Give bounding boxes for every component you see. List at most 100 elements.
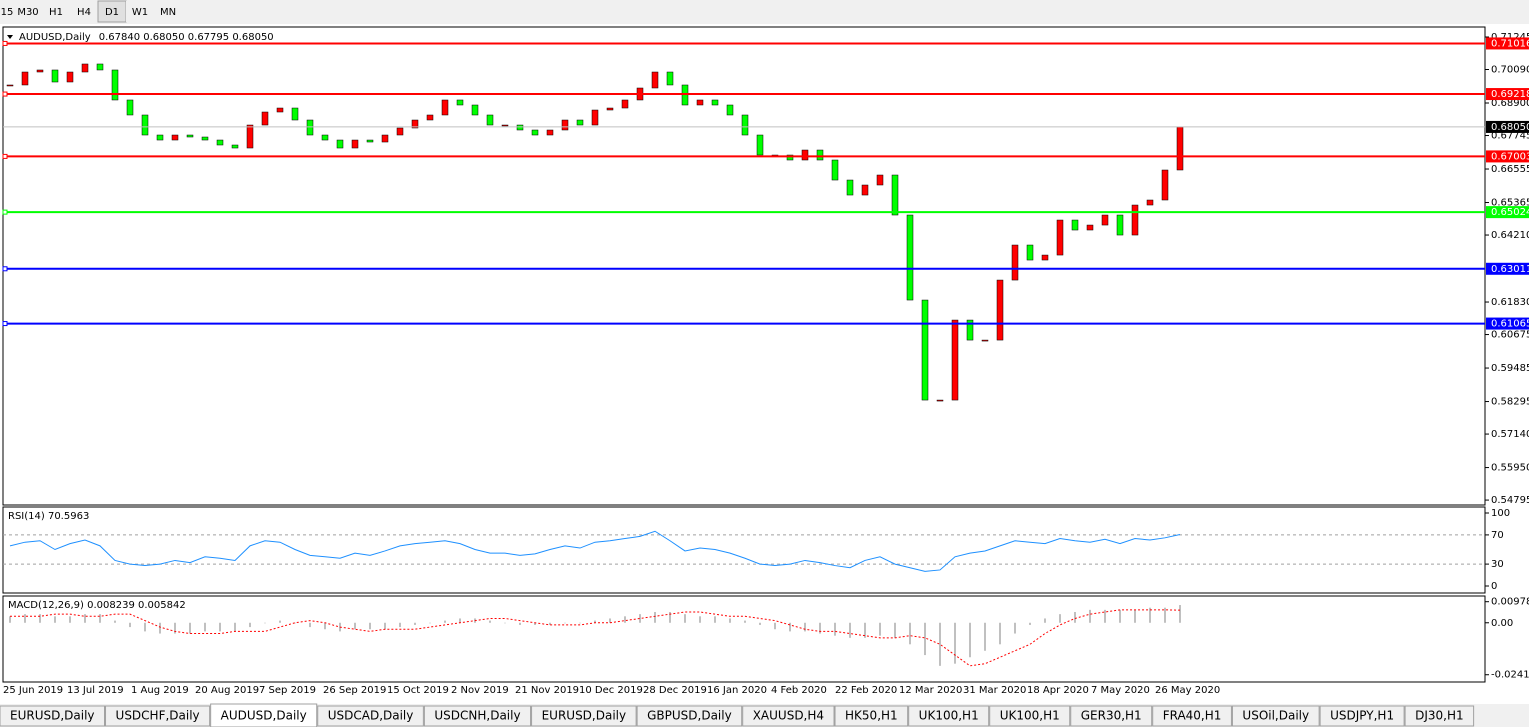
timeframe-label[interactable]: W1 — [132, 7, 148, 18]
level-label-bg — [1486, 317, 1529, 330]
tab-label[interactable]: GBPUSD,Daily — [647, 709, 732, 723]
tab-bg[interactable] — [1404, 705, 1475, 727]
tab[interactable]: USDCNH,Daily — [423, 705, 532, 727]
level-label: 0.63011 — [1491, 264, 1529, 275]
date-label: 21 Nov 2019 — [515, 685, 579, 696]
timeframe-button[interactable] — [14, 1, 42, 22]
macd-bar — [1134, 609, 1136, 623]
tab-bg[interactable] — [210, 703, 318, 727]
tab-bg[interactable] — [742, 705, 835, 727]
tab[interactable]: USDCAD,Daily — [317, 705, 424, 727]
tab-bg[interactable] — [834, 705, 909, 727]
y-tick-label: 0 — [1491, 581, 1497, 592]
tab[interactable]: FRA40,H1 — [1152, 705, 1232, 727]
macd-bar — [129, 622, 131, 628]
tab-label[interactable]: EURUSD,Daily — [542, 709, 627, 723]
date-label: 26 May 2020 — [1155, 685, 1220, 696]
tab-label[interactable]: USDCHF,Daily — [116, 709, 200, 723]
tab-label[interactable]: FRA40,H1 — [1163, 709, 1222, 723]
date-label: 31 Mar 2020 — [963, 685, 1026, 696]
tab-bg[interactable] — [908, 705, 990, 727]
tab-bg[interactable] — [636, 705, 743, 727]
tab-label[interactable]: UK100,H1 — [1000, 709, 1060, 723]
macd-bar — [984, 622, 986, 651]
tab[interactable]: EURUSD,Daily — [0, 705, 106, 727]
tab-label[interactable]: USDJPY,H1 — [1330, 709, 1394, 723]
timeframe-label[interactable]: H1 — [49, 7, 63, 18]
candle — [51, 69, 59, 83]
macd-bar — [594, 620, 596, 623]
tab-label[interactable]: GER30,H1 — [1081, 709, 1142, 723]
tab-label[interactable]: USDCNH,Daily — [434, 709, 520, 723]
tab-label[interactable]: XAUUSD,H4 — [753, 709, 824, 723]
tab-label[interactable]: DJ30,H1 — [1415, 709, 1464, 723]
timeframe-label[interactable]: M30 — [17, 7, 38, 18]
tab-label[interactable]: UK100,H1 — [919, 709, 979, 723]
macd-bar — [609, 618, 611, 623]
date-label: 25 Jun 2019 — [3, 685, 63, 696]
macd-bar — [39, 614, 41, 623]
tab[interactable]: USDJPY,H1 — [1319, 705, 1405, 727]
tab[interactable]: DJ30,H1 — [1404, 705, 1475, 727]
candle — [1056, 219, 1064, 256]
candle — [426, 114, 434, 121]
tab[interactable]: XAUUSD,H4 — [742, 705, 835, 727]
timeframe-button[interactable] — [126, 1, 154, 22]
tab-bg[interactable] — [531, 705, 637, 727]
date-label: 13 Jul 2019 — [67, 685, 124, 696]
tab[interactable]: UK100,H1 — [908, 705, 990, 727]
tab-bg[interactable] — [105, 705, 211, 727]
date-label: 15 Oct 2019 — [387, 685, 449, 696]
candle — [201, 136, 209, 141]
candle — [261, 111, 269, 126]
tab-bg[interactable] — [317, 705, 424, 727]
macd-bar — [789, 622, 791, 632]
tab-bg[interactable] — [423, 705, 532, 727]
timeframe-button[interactable] — [0, 1, 14, 22]
tab-label[interactable]: HK50,H1 — [845, 709, 898, 723]
price-panel — [2, 26, 1486, 506]
tab[interactable]: USDCHF,Daily — [105, 705, 211, 727]
tab[interactable]: AUDUSD,Daily — [210, 703, 318, 727]
candle — [216, 139, 224, 146]
timeframe-button[interactable] — [70, 1, 98, 22]
candle — [726, 104, 734, 116]
tab-bg[interactable] — [1319, 705, 1405, 727]
tab-label[interactable]: USOil,Daily — [1242, 709, 1309, 723]
tab-bg[interactable] — [989, 705, 1071, 727]
tab-bg[interactable] — [1070, 705, 1153, 727]
macd-bar — [159, 622, 161, 634]
tab-bg[interactable] — [1152, 705, 1232, 727]
timeframe-label[interactable]: D1 — [105, 7, 119, 18]
y-tick-label: 0.65365 — [1491, 198, 1529, 209]
tab-label[interactable]: USDCAD,Daily — [328, 709, 414, 723]
level-label: 0.65024 — [1491, 207, 1529, 218]
candle — [441, 99, 449, 116]
tab[interactable]: GER30,H1 — [1070, 705, 1153, 727]
tab[interactable]: EURUSD,Daily — [531, 705, 637, 727]
timeframe-label[interactable]: H4 — [77, 7, 91, 18]
y-tick-label: -0.024126 — [1491, 670, 1529, 681]
macd-bar — [69, 616, 71, 623]
timeframe-label[interactable]: MN — [160, 7, 176, 18]
y-tick-label: 0.61830 — [1491, 297, 1529, 308]
tab-label[interactable]: EURUSD,Daily — [10, 709, 95, 723]
timeframe-label[interactable]: 15 — [1, 7, 14, 18]
level-label: 0.69218 — [1491, 89, 1529, 100]
tab[interactable]: GBPUSD,Daily — [636, 705, 743, 727]
tab-label[interactable]: AUDUSD,Daily — [221, 709, 307, 723]
tab[interactable]: USOil,Daily — [1231, 705, 1320, 727]
tab-bg[interactable] — [0, 705, 106, 727]
macd-bar — [924, 622, 926, 656]
tab[interactable]: UK100,H1 — [989, 705, 1071, 727]
tab[interactable]: HK50,H1 — [834, 705, 909, 727]
level-label-bg — [1486, 150, 1529, 163]
timeframe-button[interactable] — [42, 1, 70, 22]
candle — [981, 339, 989, 342]
tab-bg[interactable] — [1231, 705, 1320, 727]
candle — [501, 124, 509, 127]
timeframe-button[interactable] — [154, 1, 182, 22]
date-label: 26 Sep 2019 — [323, 685, 386, 696]
last-price-bg — [1486, 120, 1529, 133]
level-label-bg — [1486, 262, 1529, 275]
